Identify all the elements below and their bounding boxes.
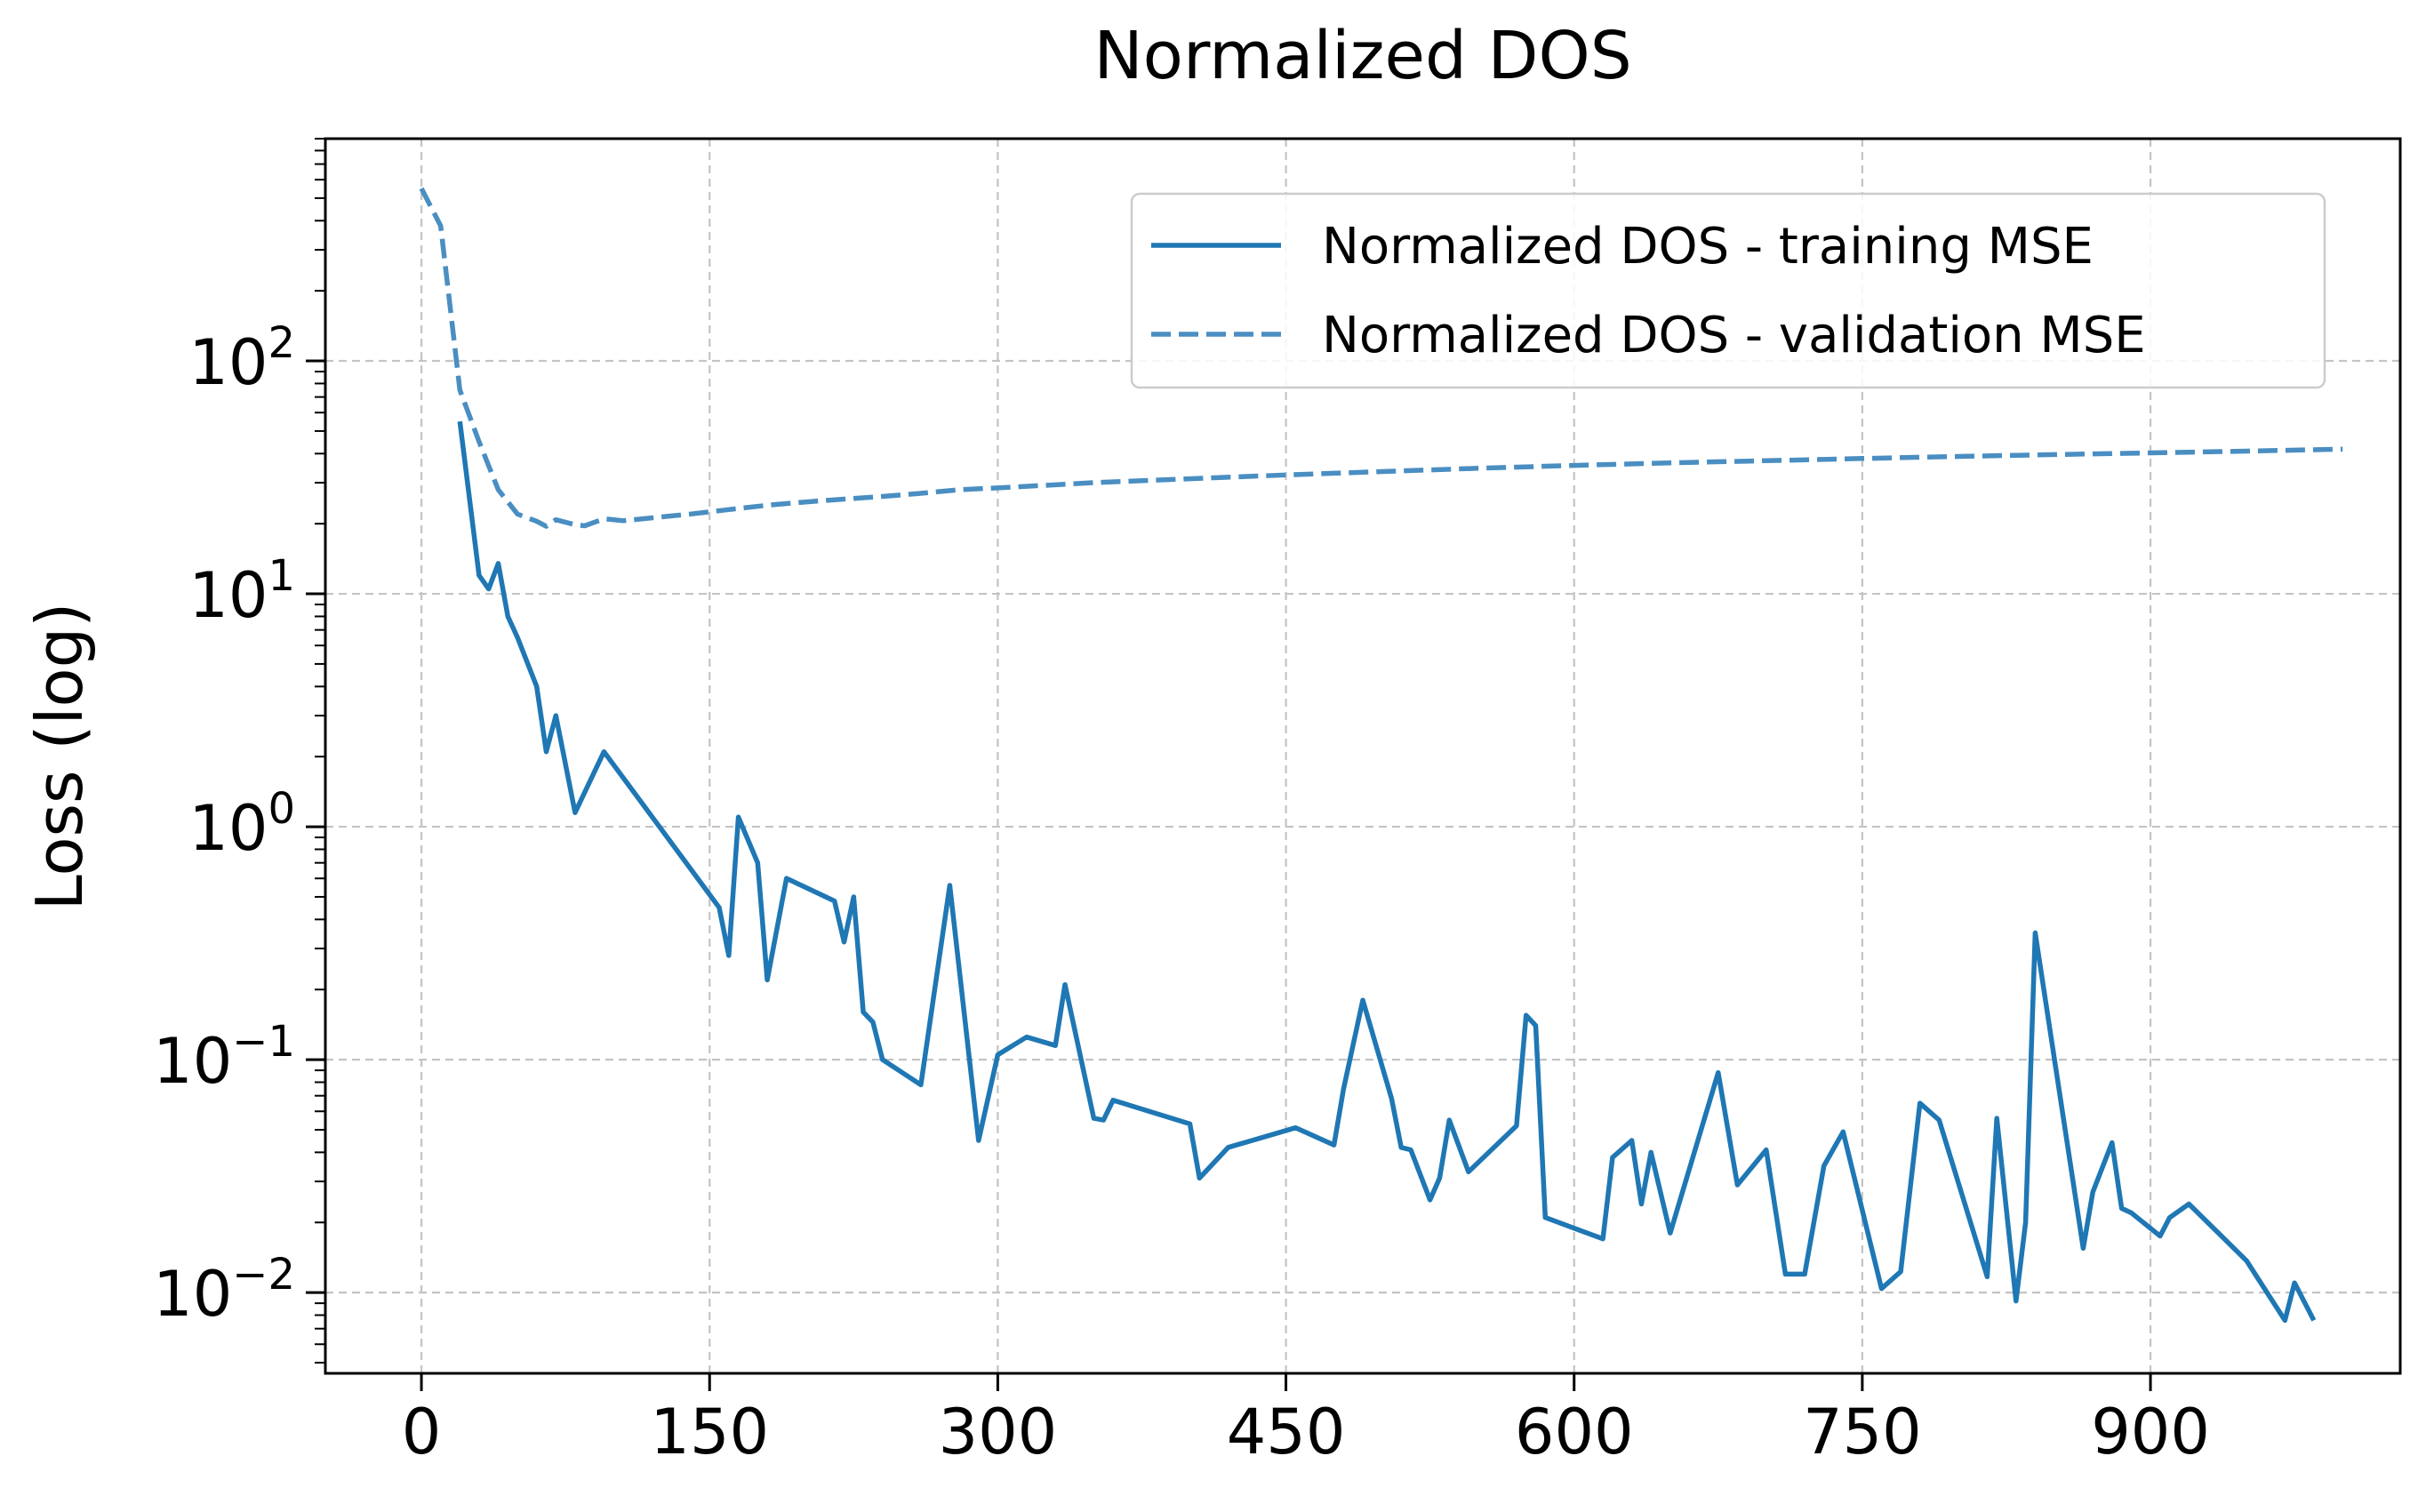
y-tick-label: 10−2 — [153, 1250, 295, 1331]
legend-label: Normalized DOS - training MSE — [1322, 218, 2094, 276]
y-tick-label: 102 — [188, 318, 295, 399]
validation-mse-line — [419, 187, 2343, 529]
x-tick-label: 0 — [402, 1396, 442, 1468]
training-mse-line — [457, 420, 2317, 1324]
x-tick-label: 150 — [650, 1396, 769, 1468]
x-axis: 0 150 300 450 600 750 900 — [402, 1373, 2210, 1468]
legend-label: Normalized DOS - validation MSE — [1322, 307, 2146, 364]
legend: Normalized DOS - training MSE Normalized … — [1130, 192, 2326, 389]
x-tick-label: 750 — [1803, 1396, 1922, 1468]
y-tick-label: 10−1 — [153, 1017, 295, 1098]
chart-title: Normalized DOS — [1093, 18, 1631, 94]
legend-box — [1130, 192, 2326, 389]
series-layer — [419, 187, 2343, 1324]
x-tick-label: 900 — [2091, 1396, 2210, 1468]
y-axis: 102 101 100 10−1 10−2 — [153, 138, 325, 1364]
x-tick-label: 450 — [1227, 1396, 1346, 1468]
y-tick-label: 100 — [188, 784, 295, 865]
x-tick-label: 300 — [939, 1396, 1058, 1468]
y-axis-label: Loss (log) — [22, 603, 97, 911]
x-tick-label: 600 — [1515, 1396, 1634, 1468]
y-tick-label: 101 — [188, 551, 295, 632]
